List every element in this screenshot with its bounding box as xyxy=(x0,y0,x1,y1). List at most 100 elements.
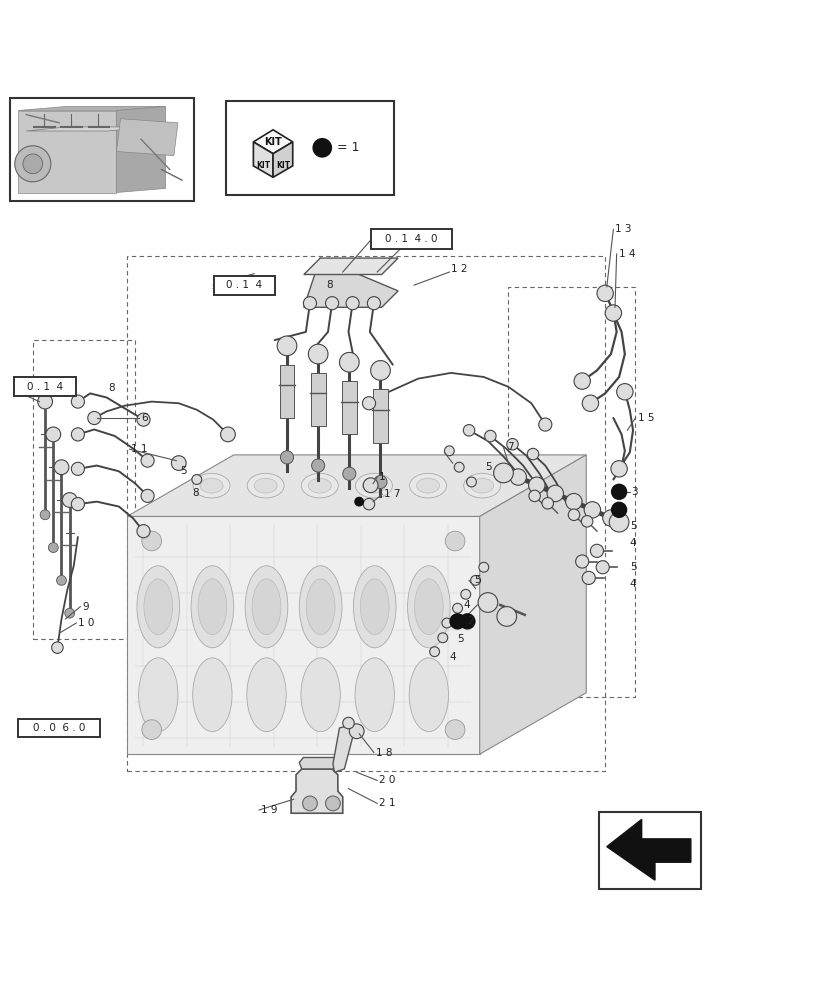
Ellipse shape xyxy=(200,478,223,493)
Circle shape xyxy=(354,497,364,507)
Text: 0 . 0  6 . 0: 0 . 0 6 . 0 xyxy=(33,723,85,733)
Ellipse shape xyxy=(306,579,335,635)
Text: 8: 8 xyxy=(192,488,199,498)
Polygon shape xyxy=(26,127,149,131)
Ellipse shape xyxy=(144,579,173,635)
Circle shape xyxy=(595,561,609,574)
Text: KIT: KIT xyxy=(275,161,290,170)
Polygon shape xyxy=(253,130,292,154)
Bar xyxy=(213,276,275,295)
Ellipse shape xyxy=(191,566,233,648)
Circle shape xyxy=(459,613,475,630)
Circle shape xyxy=(373,475,387,489)
Circle shape xyxy=(466,477,476,487)
Circle shape xyxy=(141,489,154,502)
Ellipse shape xyxy=(362,478,385,493)
Circle shape xyxy=(346,297,359,310)
Circle shape xyxy=(509,469,526,485)
Polygon shape xyxy=(291,769,342,813)
Ellipse shape xyxy=(301,658,340,732)
Ellipse shape xyxy=(470,478,493,493)
Ellipse shape xyxy=(464,473,500,498)
Circle shape xyxy=(46,427,61,442)
Circle shape xyxy=(303,297,316,310)
Circle shape xyxy=(71,498,84,511)
Text: 1 8: 1 8 xyxy=(375,748,391,758)
Circle shape xyxy=(441,618,451,628)
Text: 2: 2 xyxy=(467,616,473,626)
Polygon shape xyxy=(253,142,273,177)
Ellipse shape xyxy=(355,658,394,732)
Polygon shape xyxy=(116,106,165,193)
Polygon shape xyxy=(116,119,178,156)
Circle shape xyxy=(527,448,538,460)
Ellipse shape xyxy=(192,658,232,732)
Circle shape xyxy=(541,498,553,509)
Polygon shape xyxy=(479,455,586,754)
Circle shape xyxy=(616,384,632,400)
Circle shape xyxy=(568,509,579,520)
Ellipse shape xyxy=(254,478,277,493)
Circle shape xyxy=(311,459,324,472)
Circle shape xyxy=(142,720,161,739)
Circle shape xyxy=(528,490,540,502)
Circle shape xyxy=(496,607,516,626)
Ellipse shape xyxy=(410,473,446,498)
Text: 5: 5 xyxy=(457,634,464,644)
Circle shape xyxy=(52,642,63,653)
Text: KIT: KIT xyxy=(256,161,270,170)
Text: 2 0: 2 0 xyxy=(378,775,395,785)
Text: 1 7: 1 7 xyxy=(383,489,400,499)
Text: 4: 4 xyxy=(449,652,455,662)
Circle shape xyxy=(477,593,497,612)
Circle shape xyxy=(609,512,628,532)
Text: 1 3: 1 3 xyxy=(614,224,631,234)
Circle shape xyxy=(71,395,84,408)
Circle shape xyxy=(478,562,488,572)
Circle shape xyxy=(62,493,77,507)
Ellipse shape xyxy=(247,658,286,732)
Circle shape xyxy=(590,544,603,557)
Polygon shape xyxy=(333,726,354,772)
Circle shape xyxy=(429,647,439,657)
Bar xyxy=(371,229,451,249)
Circle shape xyxy=(302,796,317,811)
Text: 1: 1 xyxy=(378,472,385,482)
Text: 6: 6 xyxy=(141,413,147,423)
Circle shape xyxy=(171,456,186,470)
Circle shape xyxy=(40,510,50,520)
Bar xyxy=(342,381,356,434)
Circle shape xyxy=(349,724,364,739)
Circle shape xyxy=(308,344,328,364)
Text: 3: 3 xyxy=(631,487,637,497)
Circle shape xyxy=(220,427,235,442)
Circle shape xyxy=(602,510,618,526)
Circle shape xyxy=(538,418,551,431)
Text: 5: 5 xyxy=(180,466,187,476)
Bar xyxy=(598,812,700,890)
Text: 1 5: 1 5 xyxy=(637,413,654,423)
Ellipse shape xyxy=(301,473,337,498)
Circle shape xyxy=(493,463,513,483)
Text: 8: 8 xyxy=(326,280,333,290)
Text: 4: 4 xyxy=(629,538,636,548)
Circle shape xyxy=(565,493,581,510)
Circle shape xyxy=(449,613,465,630)
Circle shape xyxy=(484,430,495,442)
Circle shape xyxy=(15,146,51,182)
Ellipse shape xyxy=(137,566,179,648)
Circle shape xyxy=(463,425,474,436)
Bar xyxy=(18,719,100,737)
Text: 0 . 1  4: 0 . 1 4 xyxy=(27,382,63,392)
Circle shape xyxy=(506,439,518,450)
Circle shape xyxy=(452,603,462,613)
Circle shape xyxy=(583,502,600,518)
Circle shape xyxy=(581,516,592,527)
Circle shape xyxy=(192,475,201,484)
Circle shape xyxy=(23,154,43,174)
Circle shape xyxy=(277,336,296,356)
Circle shape xyxy=(454,462,464,472)
Text: 7: 7 xyxy=(506,442,513,452)
Circle shape xyxy=(363,498,374,510)
Circle shape xyxy=(444,446,454,456)
